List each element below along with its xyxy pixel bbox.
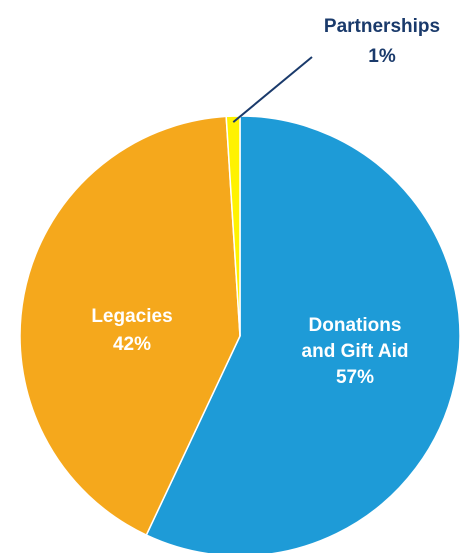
partnerships-leader-line [232,56,313,123]
pie-slice-donations-and-gift-aid [145,115,461,553]
slice-value-label: 1% [368,46,396,67]
pie-labels: Donations and Gift Aid 57% Legacies 42% Partn… [91,16,440,388]
slice-label-partnerships: Partnerships 1% [324,16,440,67]
slice-label-donations-and-gift-aid: Donations and Gift Aid 57% [302,315,409,388]
slice-name-label: and Gift Aid [302,341,409,362]
slice-value-label: 57% [336,367,374,388]
slice-name-label: Partnerships [324,16,440,37]
slice-label-legacies: Legacies 42% [91,306,172,355]
pie-slices [19,115,461,553]
slice-name-label: Donations [309,315,402,336]
slice-name-label: Legacies [91,306,172,327]
slice-value-label: 42% [113,334,151,355]
pie-slice-legacies [19,115,241,537]
